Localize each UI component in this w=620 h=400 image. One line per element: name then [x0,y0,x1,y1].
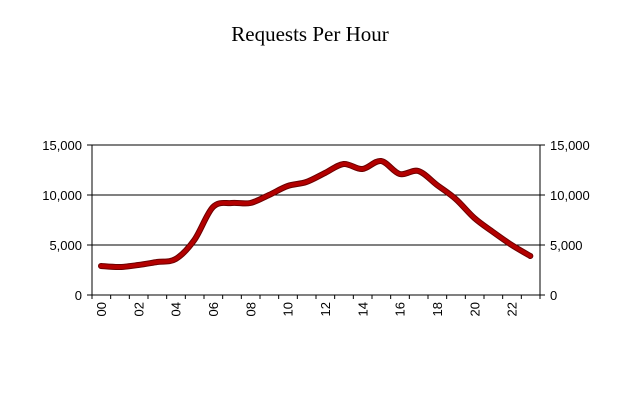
x-tick-label: 08 [243,302,258,316]
data-point-19 [454,197,458,201]
data-point-6 [211,205,215,209]
data-point-1 [118,265,122,269]
right-y-tick-label: 15,000 [550,138,590,153]
series-layer [98,157,534,271]
data-point-21 [491,230,495,234]
x-tick-label: 02 [131,302,146,316]
x-tick-label: 04 [169,302,184,316]
x-tick-label: 10 [281,302,296,316]
x-axis: 00 02 04 06 08 10 12 14 16 18 20 22 [91,295,541,316]
data-point-3 [155,260,159,264]
x-tick-label: 14 [355,302,370,316]
data-point-11 [304,180,308,184]
data-point-10 [286,184,290,188]
data-point-23 [528,254,532,258]
data-point-8 [248,201,252,205]
x-tick-label: 06 [206,302,221,316]
data-point-13 [342,162,346,166]
right-y-tick-label: 5,000 [550,238,583,253]
left-y-tick-label: 5,000 [49,238,82,253]
right-y-axis: 0 5,000 10,000 15,000 [540,138,590,303]
x-tick-label: 18 [430,302,445,316]
x-tick-label: 00 [94,302,109,316]
left-y-tick-label: 15,000 [42,138,82,153]
left-y-tick-label: 10,000 [42,188,82,203]
x-tick-label: 16 [393,302,408,316]
chart-title: Requests Per Hour [231,22,389,46]
left-y-axis: 0 5,000 10,000 15,000 [42,138,92,303]
data-point-20 [472,216,476,220]
data-point-22 [510,243,514,247]
series-line [99,158,533,270]
data-point-12 [323,171,327,175]
data-point-9 [267,193,271,197]
right-y-tick-label: 0 [550,288,557,303]
data-point-7 [230,201,234,205]
x-tick-label: 20 [467,302,482,316]
x-tick-label: 22 [505,302,520,316]
data-point-14 [360,167,364,171]
data-point-18 [435,183,439,187]
data-point-5 [192,238,196,242]
left-y-tick-label: 0 [75,288,82,303]
data-point-4 [174,257,178,261]
data-point-15 [379,159,383,163]
data-point-2 [136,263,140,267]
gridlines [92,144,540,246]
data-point-0 [99,264,103,268]
x-tick-label: 12 [318,302,333,316]
right-y-tick-label: 10,000 [550,188,590,203]
data-point-17 [416,169,420,173]
data-point-16 [398,172,402,176]
